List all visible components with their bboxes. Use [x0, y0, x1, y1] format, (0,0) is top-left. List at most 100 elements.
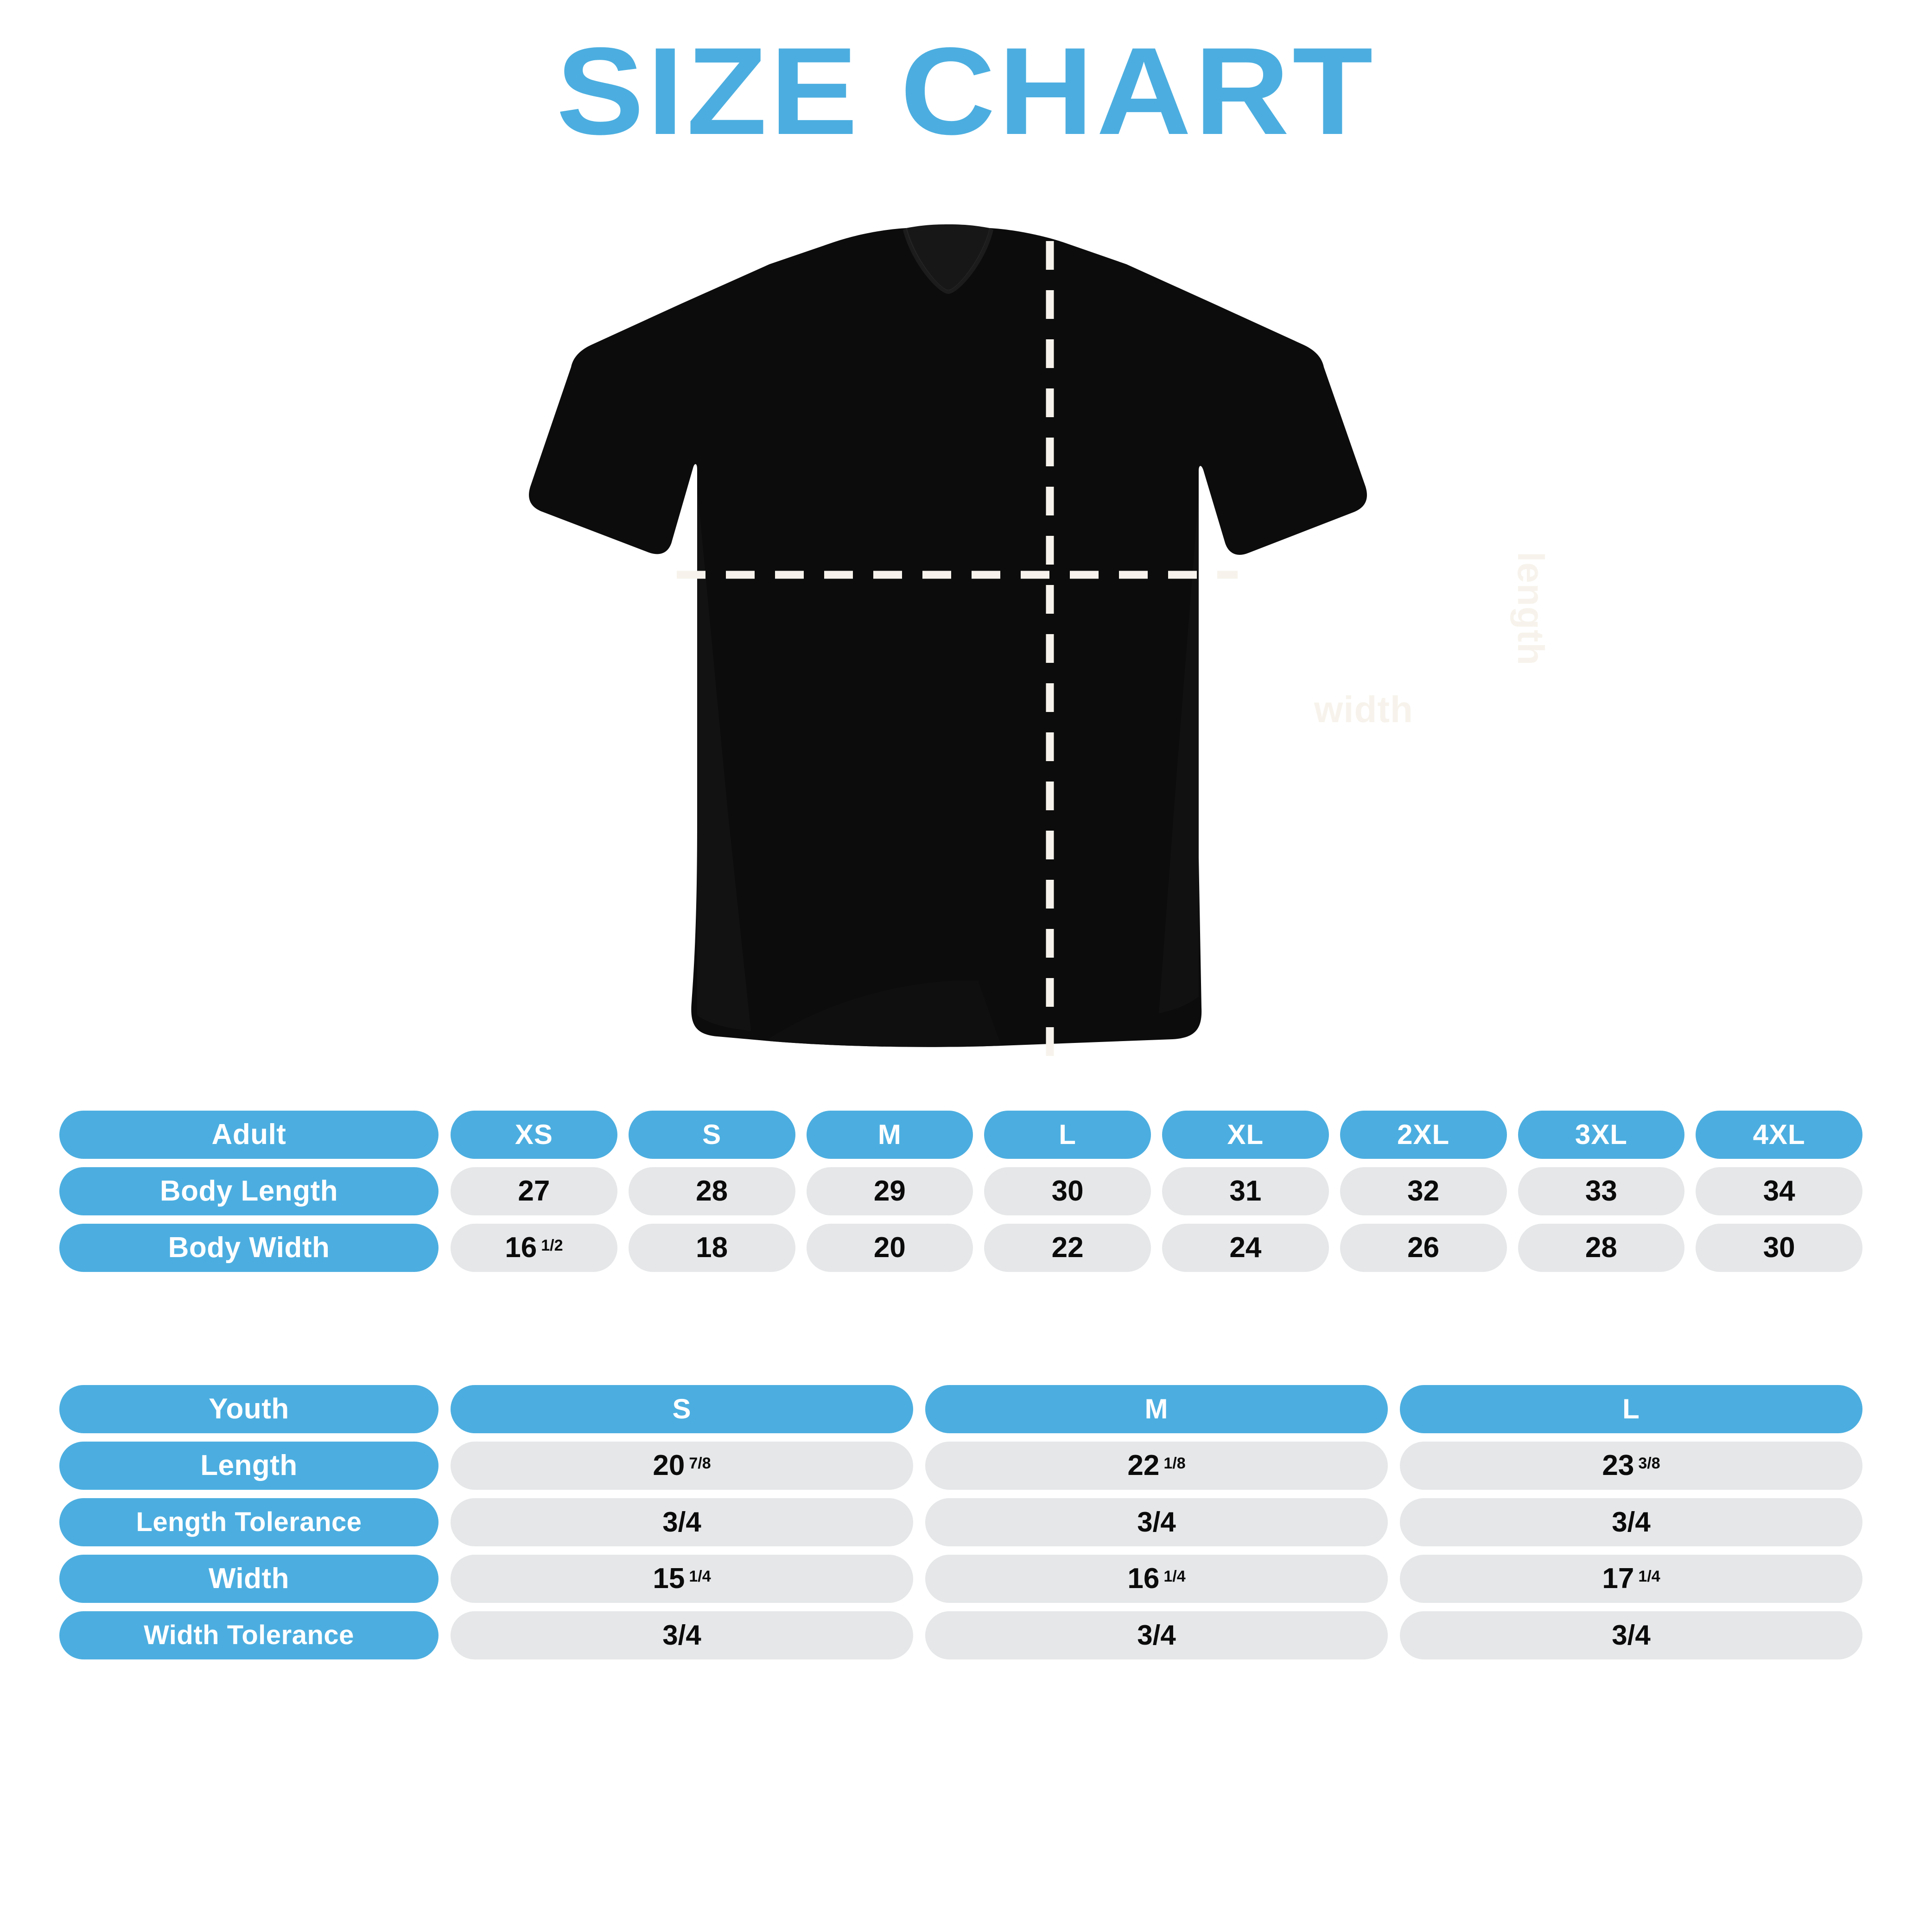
table-cell: 17 1/4: [1400, 1555, 1862, 1603]
table-cell: 20: [806, 1224, 973, 1272]
cell-value: 28: [1585, 1232, 1617, 1264]
adult-size-col-s: S: [628, 1111, 795, 1159]
cell-value: 16: [505, 1232, 537, 1264]
adult-size-col-m: M: [806, 1111, 973, 1159]
cell-value: 22: [1051, 1232, 1084, 1264]
cell-value: 30: [1763, 1232, 1795, 1264]
shirt-shading-right: [1159, 496, 1199, 1013]
page-title: SIZE CHART: [556, 21, 1376, 160]
cell-value: 22: [1127, 1449, 1160, 1481]
youth-length-label: Length: [59, 1442, 439, 1490]
table-cell: 30: [984, 1167, 1151, 1215]
table-cell: 3/4: [1400, 1611, 1862, 1659]
adult-size-col-xl: XL: [1162, 1111, 1329, 1159]
cell-value: 3/4: [662, 1620, 701, 1651]
cell-fraction: 1/4: [1638, 1568, 1660, 1585]
adult-body-length-label: Body Length: [59, 1167, 439, 1215]
cell-value: 24: [1229, 1232, 1262, 1264]
adult-size-col-xs: XS: [451, 1111, 617, 1159]
shirt-collar-rib: [903, 228, 993, 294]
adult-size-col-2xl: 2XL: [1340, 1111, 1507, 1159]
shirt-shading-left: [697, 487, 751, 1031]
table-cell: 34: [1696, 1167, 1862, 1215]
table-cell: 18: [628, 1224, 795, 1272]
table-cell: 27: [451, 1167, 617, 1215]
table-cell: 3/4: [925, 1611, 1388, 1659]
adult-header-row: Adult XS S M L XL 2XL 3XL 4XL: [59, 1111, 1862, 1159]
tshirt-illustration: [529, 224, 1367, 1057]
width-measure-label: width: [1314, 689, 1413, 730]
cell-value: 3/4: [662, 1506, 701, 1538]
cell-value: 29: [873, 1175, 906, 1207]
youth-size-table: Youth S M L Length 20 7/8 22 1/8 23 3/8 Len…: [59, 1385, 1862, 1659]
tshirt-diagram: width length: [510, 209, 1551, 1061]
cell-fraction: 1/4: [689, 1568, 711, 1585]
cell-value: 20: [873, 1232, 906, 1264]
cell-value: 3/4: [1612, 1506, 1651, 1538]
cell-value: 28: [696, 1175, 728, 1207]
cell-value: 20: [653, 1449, 685, 1481]
adult-body-width-label: Body Width: [59, 1224, 439, 1272]
table-cell: 3/4: [925, 1498, 1388, 1546]
table-cell: 15 1/4: [451, 1555, 913, 1603]
shirt-hem-shading: [769, 980, 1001, 1047]
table-cell: 22 1/8: [925, 1442, 1388, 1490]
table-cell: 22: [984, 1224, 1151, 1272]
youth-length-tolerance-row: Length Tolerance 3/4 3/4 3/4: [59, 1498, 1862, 1546]
cell-value: 30: [1051, 1175, 1084, 1207]
table-cell: 28: [628, 1167, 795, 1215]
cell-value: 27: [518, 1175, 550, 1207]
adult-body-length-row: Body Length 27 28 29 30 31 32 33 34: [59, 1167, 1862, 1215]
cell-value: 33: [1585, 1175, 1617, 1207]
table-cell: 20 7/8: [451, 1442, 913, 1490]
table-cell: 24: [1162, 1224, 1329, 1272]
cell-fraction: 1/4: [1163, 1568, 1186, 1585]
length-measure-label: length: [1510, 552, 1551, 666]
cell-value: 15: [653, 1563, 685, 1595]
youth-size-col-l: L: [1400, 1385, 1862, 1433]
shirt-collar: [906, 224, 990, 290]
cell-value: 23: [1602, 1449, 1634, 1481]
table-cell: 3/4: [1400, 1498, 1862, 1546]
table-cell: 32: [1340, 1167, 1507, 1215]
shirt-body-shape: [529, 228, 1367, 1047]
table-cell: 28: [1518, 1224, 1685, 1272]
cell-value: 17: [1602, 1563, 1634, 1595]
adult-size-col-4xl: 4XL: [1696, 1111, 1862, 1159]
cell-value: 34: [1763, 1175, 1795, 1207]
table-cell: 16 1/2: [451, 1224, 617, 1272]
youth-header-row: Youth S M L: [59, 1385, 1862, 1433]
table-cell: 3/4: [451, 1611, 913, 1659]
youth-length-tolerance-label: Length Tolerance: [59, 1498, 439, 1546]
cell-fraction: 3/8: [1638, 1455, 1660, 1472]
youth-size-col-m: M: [925, 1385, 1388, 1433]
youth-length-row: Length 20 7/8 22 1/8 23 3/8: [59, 1442, 1862, 1490]
adult-size-col-3xl: 3XL: [1518, 1111, 1685, 1159]
cell-value: 3/4: [1137, 1620, 1176, 1651]
adult-body-width-row: Body Width 16 1/2 18 20 22 24 26 28 30: [59, 1224, 1862, 1272]
table-cell: 23 3/8: [1400, 1442, 1862, 1490]
cell-fraction: 7/8: [689, 1455, 711, 1472]
youth-width-tolerance-label: Width Tolerance: [59, 1611, 439, 1659]
cell-value: 31: [1229, 1175, 1262, 1207]
youth-width-row: Width 15 1/4 16 1/4 17 1/4: [59, 1555, 1862, 1603]
table-cell: 33: [1518, 1167, 1685, 1215]
table-cell: 29: [806, 1167, 973, 1215]
adult-size-col-l: L: [984, 1111, 1151, 1159]
cell-value: 26: [1407, 1232, 1440, 1264]
table-cell: 3/4: [451, 1498, 913, 1546]
youth-size-col-s: S: [451, 1385, 913, 1433]
cell-value: 16: [1127, 1563, 1160, 1595]
page-title-container: SIZE CHART: [0, 29, 1932, 153]
youth-width-tolerance-row: Width Tolerance 3/4 3/4 3/4: [59, 1611, 1862, 1659]
adult-table-label: Adult: [59, 1111, 439, 1159]
cell-value: 18: [696, 1232, 728, 1264]
youth-table-label: Youth: [59, 1385, 439, 1433]
cell-fraction: 1/8: [1163, 1455, 1186, 1472]
cell-value: 32: [1407, 1175, 1440, 1207]
cell-fraction: 1/2: [541, 1237, 563, 1254]
adult-size-table: Adult XS S M L XL 2XL 3XL 4XL Body Lengt…: [59, 1111, 1862, 1272]
table-cell: 31: [1162, 1167, 1329, 1215]
cell-value: 3/4: [1612, 1620, 1651, 1651]
table-cell: 16 1/4: [925, 1555, 1388, 1603]
